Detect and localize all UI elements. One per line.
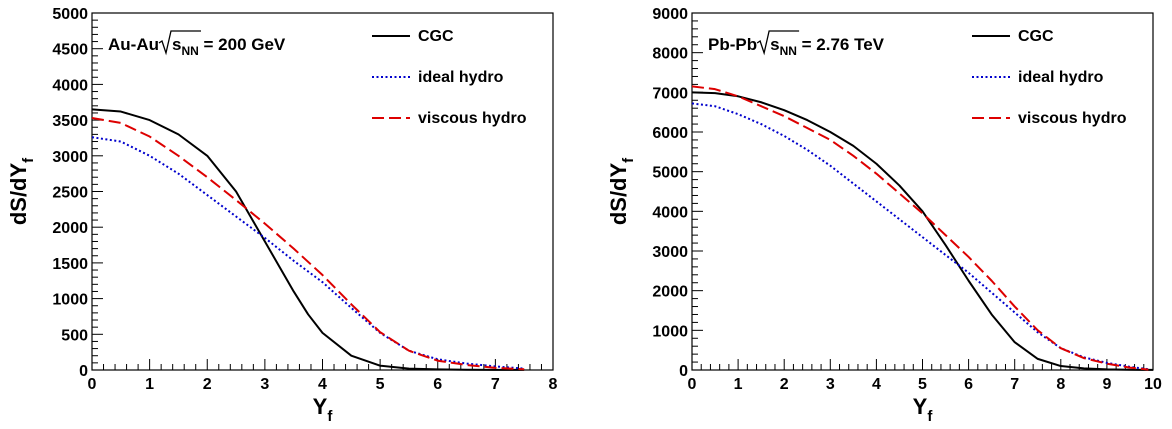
- chart-1-annotation-energy: = 200 GeV: [199, 35, 286, 54]
- chart-2-x-tick-label: 0: [688, 376, 697, 393]
- chart-2-annotation-sqrt-var: s: [770, 35, 779, 54]
- chart-2-y-tick-label: 9000: [652, 6, 688, 23]
- chart-1-y-tick-label: 2500: [52, 185, 88, 202]
- chart-2-y-axis-title-main: dS/dY: [606, 163, 631, 226]
- chart-2-x-tick-label: 5: [918, 376, 927, 393]
- chart-1-x-axis-title-main: Y: [313, 394, 328, 419]
- chart-1-y-tick-label: 4000: [52, 77, 88, 94]
- chart-1-legend-label-ideal-hydro: ideal hydro: [418, 69, 504, 86]
- chart-2-annotation-energy-text: sNN = 2.76 TeV: [770, 35, 885, 58]
- chart-1-y-tick-label: 0: [79, 363, 88, 380]
- chart-2-y-tick-label: 8000: [652, 46, 688, 63]
- chart-2-annotation-sqrt-sub: NN: [780, 44, 797, 58]
- chart-2-legend-label-viscous-hydro: viscous hydro: [1018, 110, 1127, 127]
- chart-1-x-tick-label: 1: [145, 376, 154, 393]
- chart-2-y-tick-label: 6000: [652, 125, 688, 142]
- chart-2-y-tick-label: 2000: [652, 284, 688, 301]
- chart-1-y-axis-title-sub: f: [20, 157, 37, 163]
- chart-2-sqrt-sign: [756, 30, 800, 56]
- chart-1-series-viscous-hydro-line: [91, 116, 525, 371]
- chart-1-annotation-sqrt-var: s: [172, 35, 181, 54]
- chart-2-x-tick-label: 1: [734, 376, 743, 393]
- chart-2-y-tick-label: 1000: [652, 323, 688, 340]
- chart-1-x-axis-title-sub: f: [327, 408, 333, 425]
- chart-1-annotation-energy-text: sNN = 200 GeV: [172, 35, 286, 58]
- chart-2-x-tick-label: 4: [872, 376, 881, 393]
- chart-1-y-tick-label: 4500: [52, 42, 88, 59]
- chart-1-y-tick-label: 3000: [52, 149, 88, 166]
- chart-1-y-axis-title: dS/dYf: [6, 157, 37, 225]
- chart-2-x-tick-label: 10: [1144, 376, 1162, 393]
- chart-2-x-tick-label: 7: [1010, 376, 1019, 393]
- chart-2-x-tick-label: 6: [964, 376, 973, 393]
- chart-2-x-tick-label: 3: [826, 376, 835, 393]
- chart-1-x-tick-label: 6: [433, 376, 442, 393]
- chart-2-annotation-energy: = 2.76 TeV: [797, 35, 885, 54]
- chart-1-y-tick-label: 5000: [52, 6, 88, 23]
- chart-2-series-viscous-hydro-line: [691, 85, 1149, 371]
- chart-2-x-tick-label: 2: [780, 376, 789, 393]
- chart-1-x-tick-label: 4: [318, 376, 327, 393]
- chart-2-x-axis-title-main: Y: [913, 394, 928, 419]
- chart-1-x-tick-label: 0: [88, 376, 97, 393]
- chart-2-x-axis-title: Yf: [913, 394, 934, 425]
- chart-2-y-axis-title: dS/dYf: [606, 157, 637, 225]
- chart-1-y-tick-label: 1000: [52, 292, 88, 309]
- chart-2-y-tick-label: 4000: [652, 204, 688, 221]
- chart-1-y-tick-label: 2000: [52, 220, 88, 237]
- chart-2-y-tick-label: 0: [679, 363, 688, 380]
- chart-1-x-tick-label: 7: [491, 376, 500, 393]
- chart-1-y-axis-title-main: dS/dY: [6, 163, 31, 226]
- chart-1-series-cgc-line: [91, 108, 525, 371]
- chart-1-x-tick-label: 5: [376, 376, 385, 393]
- chart-2-y-tick-label: 7000: [652, 85, 688, 102]
- chart-2-legend-label-ideal-hydro: ideal hydro: [1018, 69, 1104, 86]
- chart-1-y-tick-label: 500: [61, 327, 88, 344]
- chart-2-annotation: Pb-Pb: [708, 35, 757, 54]
- chart-1-annotation-system: Au-Au: [108, 35, 159, 54]
- chart-2-legend-label-cgc: CGC: [1018, 28, 1054, 45]
- chart-2-y-axis-title-sub: f: [620, 157, 637, 163]
- chart-1-x-tick-label: 3: [260, 376, 269, 393]
- chart-2-x-axis-title-sub: f: [927, 408, 933, 425]
- chart-1-annotation-sqrt-sub: NN: [181, 44, 198, 58]
- chart-1-x-tick-label: 2: [203, 376, 212, 393]
- chart-1-legend-label-cgc: CGC: [418, 28, 454, 45]
- chart-1-plot-frame: [91, 12, 554, 371]
- chart-1-legend-label-viscous-hydro: viscous hydro: [418, 110, 527, 127]
- chart-1-x-axis-title: Yf: [313, 394, 334, 425]
- chart-2-x-tick-label: 8: [1056, 376, 1065, 393]
- chart-2-panel: 0 1 2 3 4 5 6 7 8 9 10 0 1000 2000 3000 4000 5000 6000 700…: [606, 6, 1162, 425]
- chart-1-y-tick-label: 1500: [52, 256, 88, 273]
- chart-1-annotation: Au-Au: [108, 35, 159, 54]
- chart-2-plot-frame: [691, 12, 1154, 371]
- chart-2-y-tick-label: 3000: [652, 244, 688, 261]
- chart-1-x-tick-label: 8: [549, 376, 558, 393]
- chart-2-y-tick-label: 5000: [652, 165, 688, 182]
- chart-2-x-tick-label: 9: [1102, 376, 1111, 393]
- chart-1-panel: 0 1 2 3 4 5 6 7 8 0 500 1000 1500 2000 2500 3000 3500 400…: [6, 6, 558, 425]
- chart-1-y-tick-label: 3500: [52, 113, 88, 130]
- chart-1-series-ideal-hydro-line: [91, 136, 525, 370]
- chart-2-annotation-system: Pb-Pb: [708, 35, 757, 54]
- chart-2-series-cgc-line: [691, 91, 1154, 371]
- chart-1-sqrt-sign: [158, 30, 201, 56]
- chart-2-series-ideal-hydro-line: [691, 102, 1149, 371]
